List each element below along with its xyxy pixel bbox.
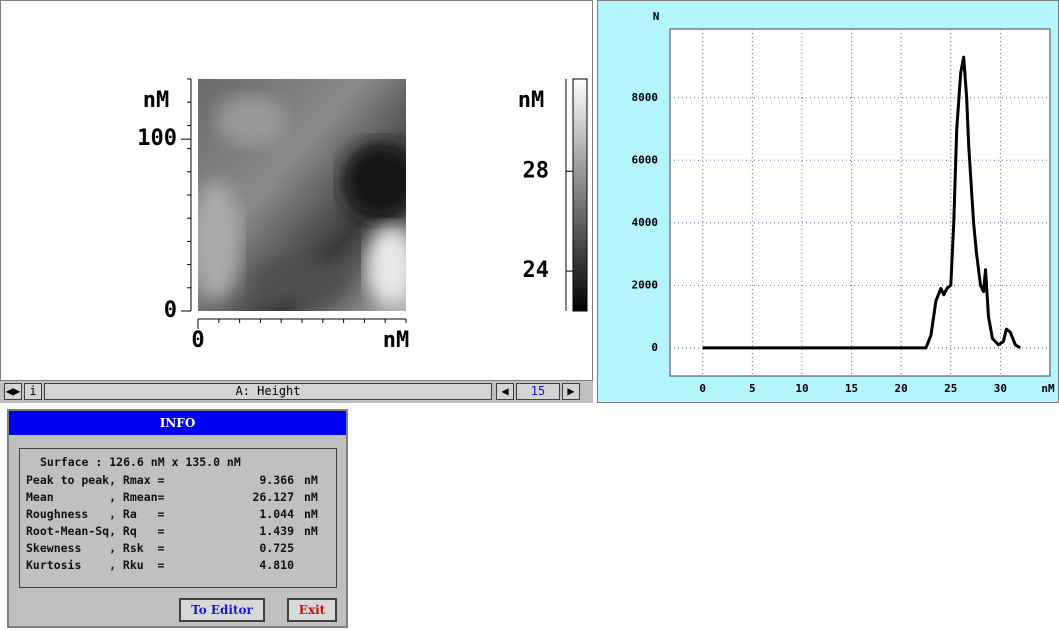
info-table: Surface : 126.6 nM x 135.0 nM Peak to pe…: [19, 448, 337, 588]
info-dialog: INFO Surface : 126.6 nM x 135.0 nM Peak …: [7, 409, 348, 628]
stat-unit: nM: [304, 473, 318, 489]
stat-value: 4.810: [190, 558, 294, 574]
y-tick-label: 0: [651, 341, 658, 354]
screen: {"image_panel": {"y_unit": "nM", "ylim":…: [0, 0, 1059, 630]
x-tick-label: 0: [191, 328, 204, 353]
stat-name: Peak to peak, Rmax =: [26, 473, 164, 489]
x-tick-label: 10: [795, 382, 808, 395]
stat-value: 26.127: [190, 490, 294, 506]
exit-button[interactable]: Exit: [287, 598, 337, 622]
x-tick-label: 15: [845, 382, 858, 395]
x-tick-label: 25: [944, 382, 957, 395]
height-image: [191, 79, 421, 311]
stat-name: Mean , Rmean=: [26, 490, 164, 506]
next-button[interactable]: ▶: [562, 383, 580, 400]
prev-button[interactable]: ◀: [496, 383, 514, 400]
colorbar-tick-label: 28: [523, 158, 550, 183]
stat-name: Roughness , Ra =: [26, 507, 164, 523]
editor-button[interactable]: To Editor: [179, 598, 265, 622]
y-tick-label: 4000: [632, 216, 659, 229]
y-tick-label: 100: [137, 126, 177, 151]
x-tick-label: 0: [699, 382, 706, 395]
histogram-panel: N nM 0 5 10 15 20 25 30 0 2000 4000 6000 8000: [597, 0, 1059, 403]
surface-size: Surface : 126.6 nM x 135.0 nM: [40, 455, 241, 471]
y-tick-label: 2000: [632, 278, 659, 291]
image-view: nM nM nM 0 100 0 24 28: [1, 1, 592, 379]
stat-value: 0.725: [190, 541, 294, 557]
stat-name: Root-Mean-Sq, Rq =: [26, 524, 164, 540]
x-tick-label: 30: [994, 382, 1007, 395]
y-unit: nM: [143, 88, 170, 113]
stat-value: 1.044: [190, 507, 294, 523]
nav-button[interactable]: ◀▶: [4, 383, 22, 400]
frame-number: 15: [516, 383, 560, 400]
x-tick-label: 5: [749, 382, 756, 395]
stat-value: 9.366: [190, 473, 294, 489]
image-panel: nM nM nM 0 100 0 24 28: [0, 0, 593, 403]
y-axis-label: N: [653, 10, 660, 23]
x-tick-label: 20: [895, 382, 908, 395]
stat-name: Kurtosis , Rku =: [26, 558, 164, 574]
stat-unit: nM: [304, 507, 318, 523]
stat-unit: nM: [304, 524, 318, 540]
x-unit: nM: [383, 328, 410, 353]
x-axis-label: nM: [1041, 382, 1055, 395]
colorbar-tick-label: 24: [523, 258, 550, 283]
y-tick-label: 0: [164, 298, 177, 323]
dialog-title: INFO: [9, 411, 346, 435]
plot-area: [670, 29, 1050, 376]
histogram: N nM 0 5 10 15 20 25 30 0 2000 4000 6000 8000: [598, 1, 1058, 402]
stat-unit: nM: [304, 490, 318, 506]
colorbar-unit: nM: [518, 88, 545, 113]
y-tick-label: 6000: [632, 153, 659, 166]
colorbar: [573, 79, 587, 311]
y-tick-label: 8000: [632, 91, 659, 104]
toolbar: ◀▶ i A: Height ◀ 15 ▶: [0, 380, 593, 403]
stat-value: 1.439: [190, 524, 294, 540]
stat-name: Skewness , Rsk =: [26, 541, 164, 557]
info-button[interactable]: i: [24, 383, 42, 400]
channel-label: A: Height: [44, 383, 492, 400]
